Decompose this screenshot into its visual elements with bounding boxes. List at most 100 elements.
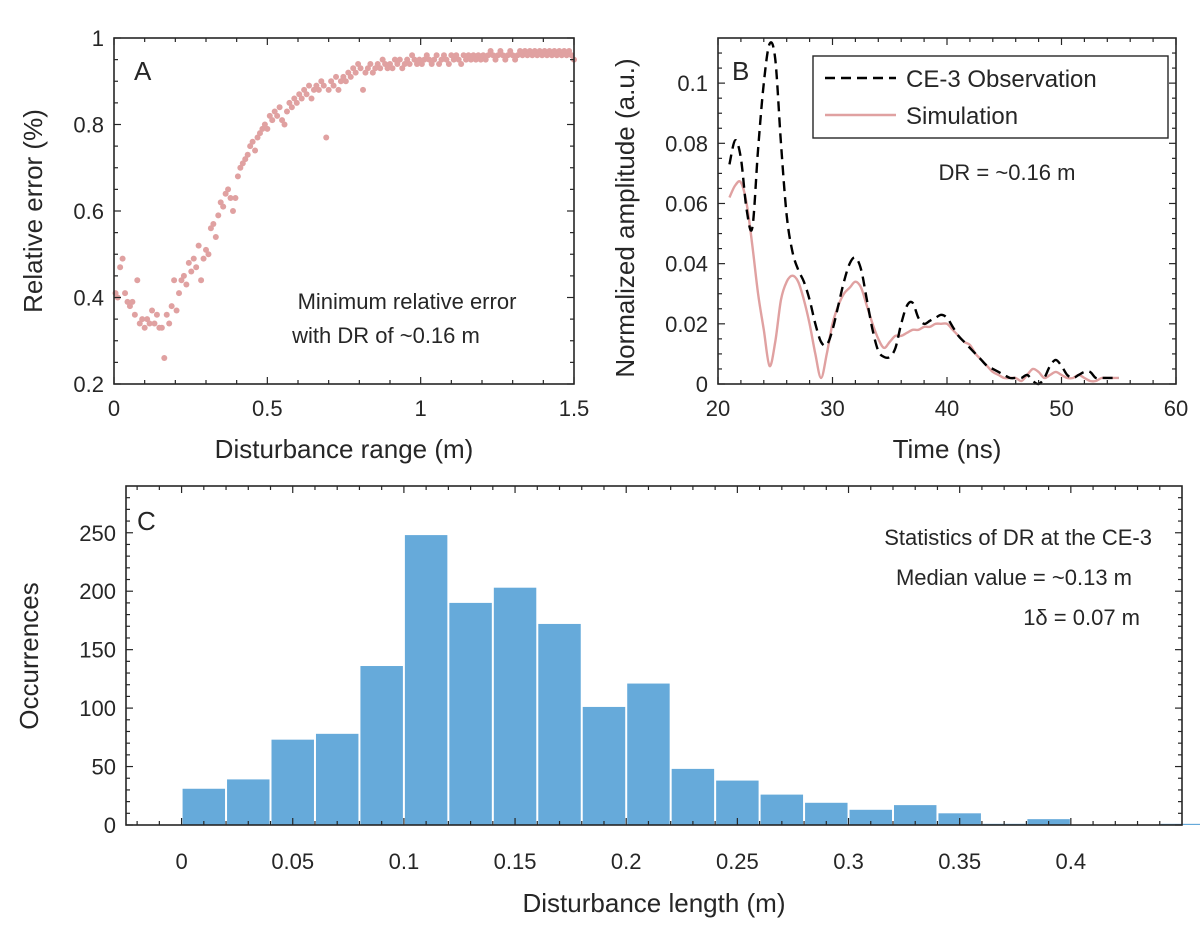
scatter-point [288, 104, 295, 111]
panel-c-annotation-line-2: Median value = ~0.13 m [896, 565, 1132, 590]
scatter-point [244, 151, 251, 158]
scatter-point [171, 277, 178, 284]
scatter-point [396, 56, 403, 63]
y-tick-label: 0.2 [73, 372, 104, 397]
scatter-point [293, 99, 300, 106]
panel-c-annotation-line-3: 1δ = 0.07 m [1023, 605, 1140, 630]
scatter-point [333, 73, 340, 80]
scatter-point [308, 95, 315, 102]
scatter-point [406, 60, 413, 67]
scatter-point [131, 311, 138, 318]
panel-a-ticks: 0 0.5 1 1.5 0.2 0.4 0.6 0.8 1 [73, 26, 589, 421]
histogram-bar [227, 779, 270, 825]
scatter-point [342, 78, 349, 85]
scatter-point [229, 208, 236, 214]
histogram-bar [893, 805, 937, 825]
scatter-point [205, 251, 212, 258]
scatter-point [335, 86, 342, 93]
y-tick-label: 250 [79, 521, 116, 546]
scatter-point [303, 91, 310, 98]
series-line-simulation [728, 180, 1119, 383]
scatter-point [389, 65, 396, 72]
panel-b-line-chart: 20 30 40 50 60 0 0.02 0.04 0.06 0.08 0.1 B DR = ~0… [610, 37, 1188, 464]
scatter-point [146, 320, 153, 327]
scatter-point [134, 277, 141, 284]
scatter-point [325, 86, 332, 93]
x-tick-label: 0.35 [938, 849, 981, 874]
scatter-point [458, 60, 465, 67]
scatter-point [283, 108, 290, 115]
y-tick-label: 0.4 [73, 286, 104, 311]
scatter-point [151, 320, 158, 327]
scatter-point [298, 95, 305, 102]
x-tick-label: 0.4 [1056, 849, 1087, 874]
x-tick-label: 0.05 [271, 849, 314, 874]
scatter-point [323, 134, 330, 141]
scatter-point [249, 138, 256, 145]
scatter-point [193, 264, 200, 271]
histogram-bar [716, 780, 759, 825]
y-tick-label: 0.06 [665, 191, 708, 216]
x-tick-label: 50 [1049, 396, 1073, 421]
histogram-bar [360, 666, 403, 825]
scatter-point [220, 203, 227, 210]
scatter-point [377, 65, 384, 72]
x-tick-label: 30 [820, 396, 844, 421]
scatter-point [360, 86, 367, 93]
scatter-point [352, 69, 359, 76]
legend-box [812, 55, 1169, 139]
x-tick-label: 0.25 [716, 849, 759, 874]
histogram-bar [627, 683, 670, 825]
scatter-point [215, 212, 222, 219]
x-tick-label: 1 [415, 396, 427, 421]
scatter-point [195, 242, 202, 249]
y-tick-label: 0.08 [665, 131, 708, 156]
scatter-point [166, 320, 173, 327]
histogram-bar [849, 809, 892, 825]
x-tick-label: 0.5 [252, 396, 283, 421]
y-tick-label: 1 [92, 26, 104, 51]
legend-label-observation: CE-3 Observation [906, 66, 1097, 93]
panel-a-y-axis-label: Relative error (%) [18, 109, 48, 313]
scatter-point [264, 125, 271, 132]
histogram-bar [315, 733, 359, 825]
panel-b-label: B [732, 56, 749, 86]
scatter-point [119, 255, 126, 262]
scatter-point [198, 277, 205, 284]
scatter-point [276, 104, 283, 111]
panel-b-annotation: DR = ~0.16 m [939, 160, 1076, 185]
scatter-point [315, 86, 322, 93]
scatter-point [200, 255, 207, 262]
y-tick-label: 0.02 [665, 312, 708, 337]
x-tick-label: 0.1 [389, 849, 420, 874]
scatter-point [122, 290, 129, 297]
x-tick-label: 0 [108, 396, 120, 421]
histogram-bar [493, 587, 537, 825]
panel-c-bars [182, 535, 1200, 825]
histogram-bar [271, 739, 314, 825]
legend-label-simulation: Simulation [906, 103, 1018, 130]
histogram-bar [582, 706, 626, 825]
x-tick-label: 0 [175, 849, 187, 874]
scatter-point [190, 255, 197, 262]
scatter-point [225, 186, 232, 193]
panel-a-annotation-line-1: Minimum relative error [298, 289, 517, 314]
y-tick-label: 0.8 [73, 113, 104, 138]
scatter-point [330, 82, 337, 89]
series-line-observation [728, 41, 1119, 386]
scatter-point [274, 112, 281, 119]
panel-c-annotation-line-1: Statistics of DR at the CE-3 [884, 525, 1152, 550]
histogram-bar [671, 768, 715, 825]
y-tick-label: 150 [79, 638, 116, 663]
y-tick-label: 0 [696, 372, 708, 397]
scatter-point [234, 173, 241, 180]
x-tick-label: 20 [706, 396, 730, 421]
panel-b-legend: CE-3 Observation Simulation [812, 55, 1169, 139]
scatter-point [129, 298, 136, 305]
y-tick-label: 200 [79, 579, 116, 604]
panel-c-x-axis-label: Disturbance length (m) [523, 888, 786, 918]
panel-c-ticks: 0 0.05 0.1 0.15 0.2 0.25 0.3 0.35 0.4 0 50 100 150 20… [79, 486, 1182, 874]
panel-a-label: A [134, 56, 152, 86]
x-tick-label: 0.15 [494, 849, 537, 874]
x-tick-label: 1.5 [559, 396, 590, 421]
